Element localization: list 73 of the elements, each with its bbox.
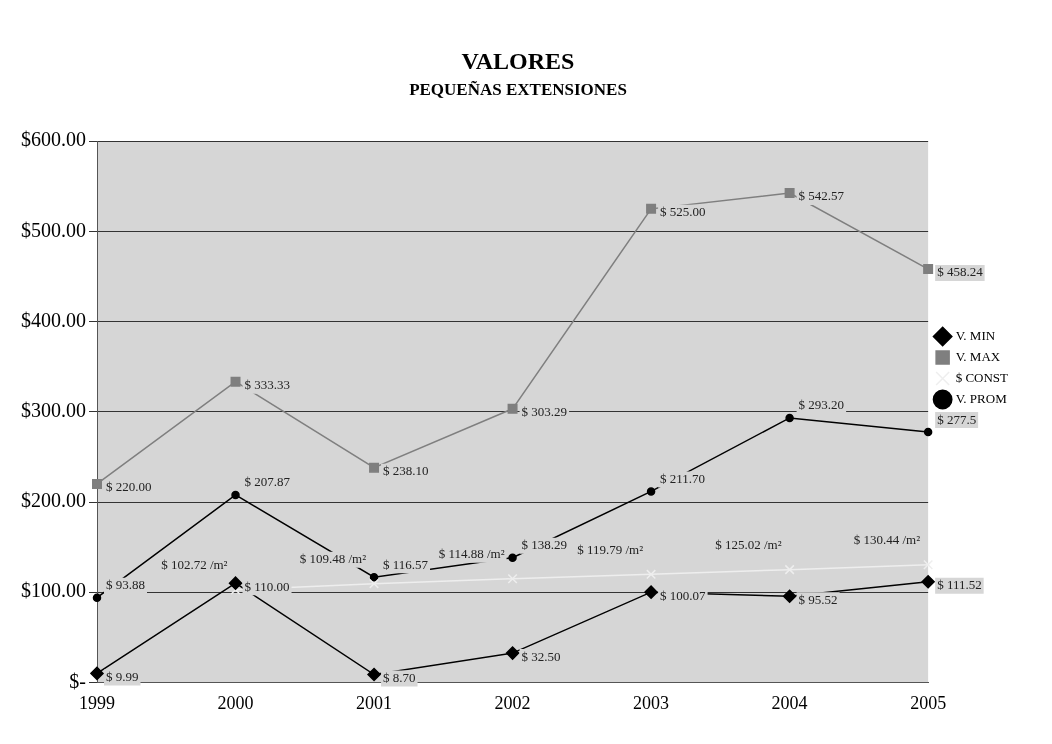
legend-label: V. MAX [955,348,1001,364]
data-label: $ 207.87 [244,474,291,490]
data-label: $ 8.70 [383,669,416,685]
data-label: $ 238.10 [383,463,429,479]
point [369,578,380,589]
data-label: $ 211.70 [660,470,706,486]
y-tick-label: $100.00 [21,579,86,602]
data-label: $ 458.24 [937,264,984,280]
data-label: $ 293.20 [798,397,845,413]
point [369,462,380,473]
y-tick-label: $500.00 [21,218,86,241]
data-label: $ 32.50 [521,648,561,664]
point [923,264,934,275]
point [784,188,795,198]
data-label: $ 542.57 [798,188,845,204]
y-tick-label: $300.00 [21,399,86,422]
chart-subtitle: PEQUEÑAS EXTENSIONES [409,80,627,100]
point [646,487,656,496]
point [92,478,102,489]
data-label: $ 333.33 [244,377,291,393]
point [646,203,657,214]
data-label: $ 119.79 /m² [577,541,644,557]
data-label: $ 93.88 [106,577,145,593]
point [90,666,104,681]
y-tick-label: $200.00 [21,489,86,512]
point [507,403,518,414]
y-tick-label: $600.00 [21,128,86,151]
data-label: $ 125.02 /m² [715,537,782,553]
data-label: $ 95.52 [798,591,838,607]
point [367,667,381,682]
point [505,646,520,660]
data-label: $ 130.44 /m² [853,532,921,548]
data-label: $ 116.57 [383,556,429,572]
point [369,573,379,582]
point [782,589,797,603]
point [785,413,794,423]
point [507,573,518,584]
point [228,576,243,590]
data-label: $ 138.29 [521,537,568,553]
point [921,575,935,589]
data-label: $ 110.00 [244,578,290,594]
x-tick-label: 2001 [356,692,393,713]
legend-label: V. PROM [955,390,1008,406]
point [92,593,102,602]
data-label: $ 100.07 [660,587,707,603]
legend-label: V. MIN [955,327,996,343]
point [923,559,934,570]
x-tick-label: 1999 [79,692,115,713]
point [646,569,657,580]
data-label: $ 102.72 /m² [161,557,228,573]
data-label: $ 109.48 /m² [299,551,367,567]
y-tick-label: $- [69,669,86,692]
point [784,564,795,575]
y-tick-label: $400.00 [21,308,86,331]
point [644,585,658,599]
data-label: $ 303.29 [521,404,568,420]
x-tick-label: 2004 [771,692,808,713]
chart-title: VALORES [461,47,575,74]
data-label: $ 9.99 [106,668,139,684]
x-tick-label: 2005 [910,692,947,713]
x-tick-label: 2002 [494,692,531,713]
x-tick-label: 2003 [633,692,670,713]
point [508,553,517,562]
data-label: $ 525.00 [660,204,706,220]
legend-label: $ CONST [955,369,1009,385]
data-label: $ 114.88 /m² [438,546,505,562]
point [231,490,240,500]
data-label: $ 111.52 [937,577,982,593]
x-tick-label: 2000 [217,692,254,713]
point [923,427,933,437]
data-label: $ 277.5 [937,411,977,427]
point [230,376,241,387]
data-label: $ 220.00 [106,479,152,495]
